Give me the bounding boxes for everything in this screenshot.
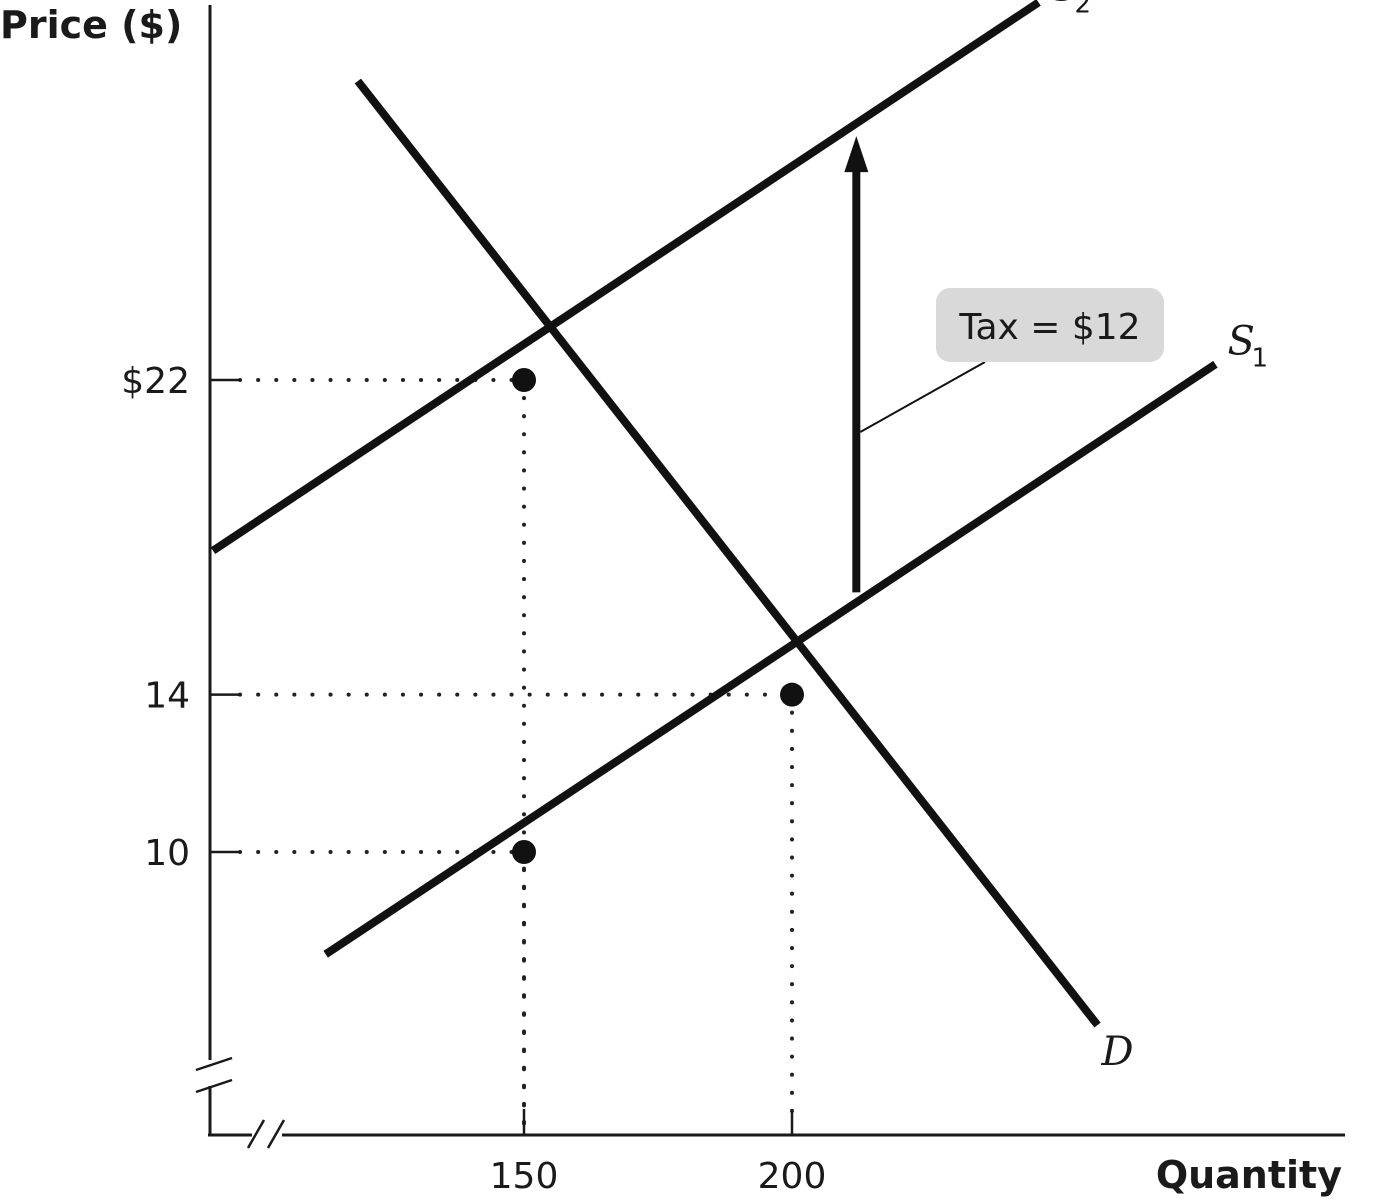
point-1 [780,682,804,707]
x-axis-break [246,1119,286,1149]
curve-label-s2: S [1051,0,1078,10]
equilibrium-points [512,368,804,864]
y-tick-label-22: $22 [121,361,190,402]
x-tick-label-150: 150 [490,1156,559,1197]
point-2 [512,840,536,864]
x-tick-label-200: 200 [758,1156,827,1197]
axes [195,5,1345,1149]
callout-box [936,288,1164,362]
curve-label-sub-s2: 2 [1075,0,1092,19]
curves: S2S1D [210,0,1268,1075]
dotted-guides [238,378,794,1129]
curve-d [354,78,1101,1028]
point-0 [512,368,536,392]
curve-label-s1: S [1227,318,1254,364]
curve-label-sub-s1: 1 [1251,343,1268,373]
curve-s2 [210,0,1041,555]
tax-annotation: Tax = $12 [844,136,1164,593]
tick-marks: $22 14 10 150 200 [121,361,826,1197]
curve-s1 [323,360,1218,958]
y-axis-break [195,1056,233,1094]
callout-leader [859,361,986,433]
tax-arrow-head [844,136,869,173]
y-tick-label-14: 14 [144,676,190,717]
callout-text: Tax = $12 [958,307,1140,348]
curve-label-d: D [1101,1029,1134,1075]
y-axis-title: Price ($) [0,3,182,47]
y-tick-label-10: 10 [144,833,190,874]
x-axis-title: Quantity [1156,1153,1342,1197]
